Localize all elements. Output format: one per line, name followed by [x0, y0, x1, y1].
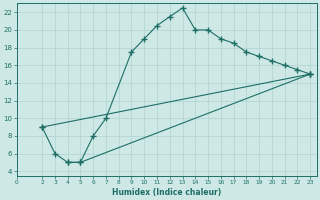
X-axis label: Humidex (Indice chaleur): Humidex (Indice chaleur) [112, 188, 221, 197]
